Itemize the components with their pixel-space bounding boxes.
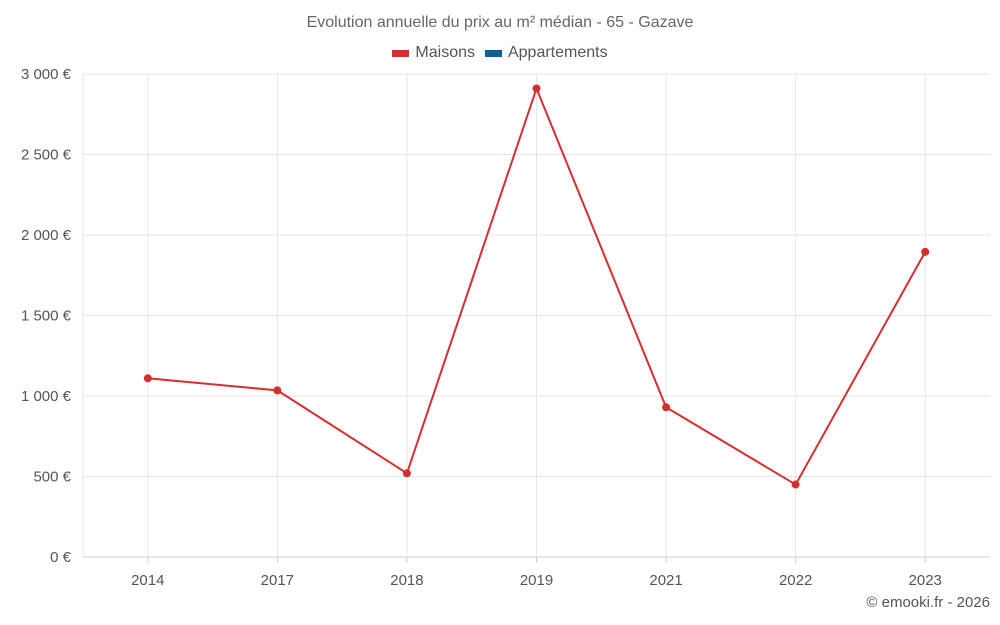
x-tick-label: 2021: [649, 572, 682, 589]
legend-item-maisons[interactable]: Maisons: [392, 44, 475, 62]
data-point: [143, 374, 152, 383]
x-tick-label: 2014: [131, 572, 164, 589]
x-tick-label: 2018: [390, 572, 423, 589]
x-tick-label: 2017: [261, 572, 294, 589]
data-point: [402, 469, 411, 478]
legend-label-appartements: Appartements: [507, 44, 608, 61]
y-tick-label: 0 €: [50, 549, 72, 566]
data-point: [532, 84, 541, 93]
y-tick-label: 3 000 €: [21, 66, 72, 83]
legend-label-maisons: Maisons: [415, 44, 475, 61]
y-tick-label: 2 000 €: [21, 227, 72, 244]
legend-item-appartements[interactable]: Appartements: [484, 44, 608, 62]
y-tick-label: 1 000 €: [21, 388, 72, 405]
x-tick-label: 2023: [909, 572, 942, 589]
y-tick-label: 500 €: [33, 469, 71, 486]
legend-swatch-appartements: [484, 49, 502, 57]
x-tick-label: 2019: [520, 572, 553, 589]
credit-text: © emooki.fr - 2026: [866, 594, 990, 611]
data-point: [273, 386, 282, 395]
y-tick-label: 2 500 €: [21, 147, 72, 164]
x-tick-label: 2022: [779, 572, 812, 589]
legend-swatch-maisons: [392, 49, 410, 57]
y-tick-label: 1 500 €: [21, 308, 72, 325]
data-point: [791, 480, 800, 489]
data-point: [662, 403, 671, 412]
chart-legend: Maisons Appartements: [0, 44, 1000, 62]
data-point: [921, 247, 930, 256]
chart-title: Evolution annuelle du prix au m² médian …: [306, 14, 694, 31]
